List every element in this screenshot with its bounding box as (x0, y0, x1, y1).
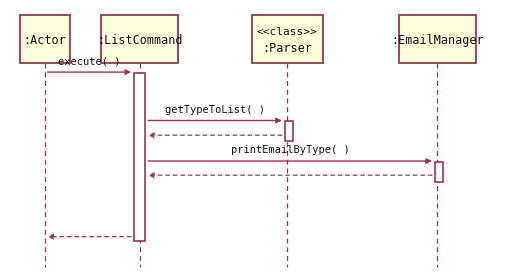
FancyBboxPatch shape (252, 15, 323, 63)
Text: printEmailByType( ): printEmailByType( ) (231, 145, 349, 155)
Text: :EmailManager: :EmailManager (391, 34, 484, 47)
FancyBboxPatch shape (435, 162, 443, 182)
Text: :ListCommand: :ListCommand (97, 34, 182, 47)
FancyBboxPatch shape (134, 73, 145, 241)
Text: <<class>>: <<class>> (257, 27, 318, 37)
Text: :Actor: :Actor (23, 34, 66, 47)
Text: execute( ): execute( ) (58, 56, 121, 66)
FancyBboxPatch shape (20, 15, 70, 63)
FancyBboxPatch shape (285, 121, 293, 141)
Text: :Parser: :Parser (262, 42, 312, 55)
FancyBboxPatch shape (399, 15, 476, 63)
Text: getTypeToList( ): getTypeToList( ) (165, 104, 265, 115)
FancyBboxPatch shape (101, 15, 178, 63)
